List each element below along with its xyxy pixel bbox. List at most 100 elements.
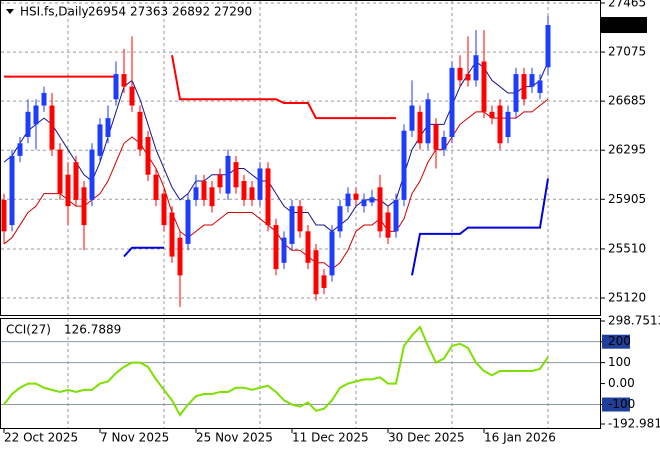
candle-body [537,80,543,93]
header-low: 26892 [172,5,210,19]
y-tick-label: -100 [608,397,635,411]
candle-body [97,124,103,156]
candle-body [337,206,343,232]
x-tick-label: 30 Dec 2025 [388,431,465,445]
candle-body [41,92,47,106]
indicator-line [3,325,549,417]
candle-body [505,111,511,137]
candle-body [241,181,247,200]
candle-body [433,124,439,150]
candle-body [361,199,367,207]
y-tick-label: -192.9817 [608,417,660,431]
candle-body [449,67,455,137]
candle-body [25,111,31,137]
candle-body [249,187,255,200]
candle-body [169,212,175,257]
candle-body [401,130,407,200]
candle-body [209,187,215,207]
y-tick-label: 298.7513 [608,314,660,328]
x-tick-label: 11 Dec 2025 [292,431,369,445]
candle-body [113,74,119,100]
candle-body [265,168,271,226]
indicator-line [4,55,396,120]
y-tick-label: 25510 [608,241,646,255]
candle-body [297,206,303,232]
candle-body [217,174,223,188]
candle-body [457,67,463,81]
header-arrow [6,9,14,14]
candle-body [425,99,431,144]
candle-body [281,237,287,263]
candle-body [145,136,151,175]
marks [1,15,551,417]
cci-value: 126.7889 [64,323,121,337]
candle-body [81,187,87,226]
header-high: 27363 [130,5,168,19]
y-tick-label: 25905 [608,192,646,206]
candle-body [57,149,63,194]
candle-body [17,143,23,156]
candle-body [545,25,551,68]
candle-body [257,168,263,200]
x-tick-label: 7 Nov 2025 [100,431,169,445]
header-close: 27290 [214,5,252,19]
candle-body [65,174,71,207]
candle-body [305,231,311,263]
y-tick-label: 100 [608,355,631,369]
candle-body [105,118,111,137]
candle-body [273,225,279,270]
candle-body [393,199,399,232]
candle-body [385,212,391,238]
y-tick-label: 26295 [608,143,646,157]
cci-title: CCI(27) [6,323,51,337]
candle-body [529,74,535,87]
indicator-line [123,178,549,276]
candle-body [137,111,143,150]
candle-body [417,111,423,144]
current-price-label: 27290 [606,18,644,32]
y-tick-label: 27075 [608,45,646,59]
current-price-box [601,17,647,34]
candle-body [49,105,55,150]
candle-body [481,61,487,112]
candle-body [153,174,159,200]
candle-body [89,149,95,200]
candle-body [233,162,239,188]
candle-body [289,206,295,244]
candle-body [409,105,415,131]
y-tick-label: 200 [608,334,631,348]
candle-body [225,155,231,194]
x-tick-label: 16 Jan 2026 [484,431,556,445]
x-tick-label: 25 Nov 2025 [196,431,273,445]
y-tick-label: 27465 [608,0,646,10]
candle-body [177,237,183,276]
candle-body [353,193,359,200]
candle-body [329,231,335,276]
candle-body [465,74,471,81]
y-tick-label: 0.00 [608,376,635,390]
candle-body [369,197,375,203]
candle-body [185,199,191,244]
y-tick-label: 26685 [608,94,646,108]
candle-body [121,74,127,87]
candle-body [201,181,207,200]
candle-body [129,86,135,106]
x-tick-label: 22 Oct 2025 [4,431,78,445]
candle-body [497,105,503,144]
candle-body [193,187,199,200]
candle-body [161,193,167,226]
y-tick-label: 25120 [608,291,646,305]
candle-body [521,74,527,100]
candle-body [9,155,15,226]
chart-title: HSI.fs,Daily [20,5,89,19]
header-open: 26954 [88,5,126,19]
price-panel-frame [0,0,601,316]
candle-body [1,199,7,232]
candle-body [73,162,79,200]
candle-body [321,275,327,288]
indicator-line [3,60,549,232]
level-label-box [602,334,630,349]
candle-body [33,105,39,125]
